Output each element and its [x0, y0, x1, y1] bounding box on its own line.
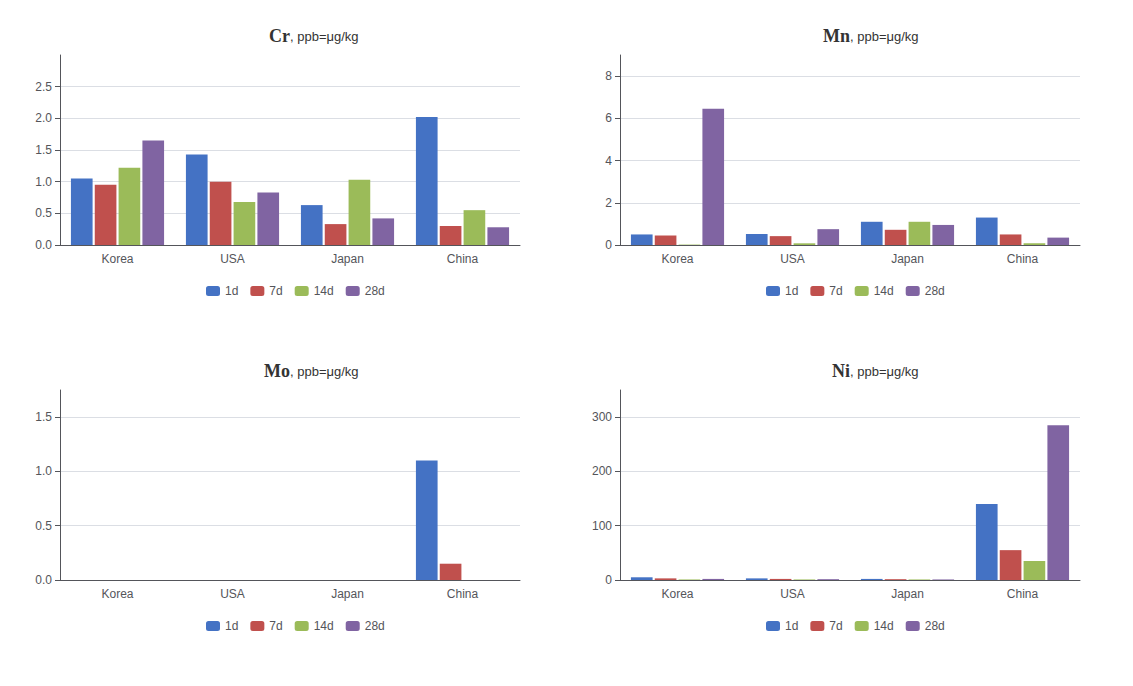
svg-text:14d: 14d [314, 284, 334, 298]
svg-text:USA: USA [780, 252, 805, 266]
svg-text:1d: 1d [785, 284, 798, 298]
svg-text:7d: 7d [829, 284, 842, 298]
svg-text:, ppb=μg/kg: , ppb=μg/kg [290, 29, 359, 44]
svg-text:Ni: Ni [832, 361, 850, 381]
svg-text:2.0: 2.0 [35, 111, 52, 125]
svg-text:USA: USA [780, 587, 805, 601]
svg-text:Japan: Japan [891, 252, 924, 266]
svg-text:1.0: 1.0 [35, 464, 52, 478]
svg-text:China: China [447, 587, 479, 601]
svg-text:1.0: 1.0 [35, 175, 52, 189]
svg-text:4: 4 [605, 154, 612, 168]
svg-text:China: China [447, 252, 479, 266]
svg-text:0.0: 0.0 [35, 573, 52, 587]
svg-text:Japan: Japan [331, 587, 364, 601]
svg-text:14d: 14d [874, 284, 894, 298]
svg-text:7d: 7d [829, 619, 842, 633]
svg-text:1.5: 1.5 [35, 143, 52, 157]
svg-text:Japan: Japan [891, 587, 924, 601]
svg-text:Cr: Cr [269, 26, 290, 46]
svg-text:6: 6 [605, 111, 612, 125]
svg-text:8: 8 [605, 69, 612, 83]
svg-text:Korea: Korea [661, 252, 693, 266]
svg-text:7d: 7d [269, 284, 282, 298]
svg-text:0.5: 0.5 [35, 519, 52, 533]
svg-text:USA: USA [220, 252, 245, 266]
svg-text:28d: 28d [925, 619, 945, 633]
svg-text:28d: 28d [365, 619, 385, 633]
svg-text:100: 100 [592, 519, 612, 533]
svg-text:7d: 7d [269, 619, 282, 633]
svg-text:Korea: Korea [661, 587, 693, 601]
svg-text:0: 0 [605, 238, 612, 252]
svg-text:1.5: 1.5 [35, 410, 52, 424]
svg-text:Korea: Korea [101, 587, 133, 601]
svg-text:0: 0 [605, 573, 612, 587]
svg-text:300: 300 [592, 410, 612, 424]
svg-text:1d: 1d [225, 619, 238, 633]
svg-text:Mo: Mo [264, 361, 290, 381]
svg-text:China: China [1007, 252, 1039, 266]
svg-text:28d: 28d [365, 284, 385, 298]
svg-text:USA: USA [220, 587, 245, 601]
svg-text:China: China [1007, 587, 1039, 601]
svg-text:, ppb=μg/kg: , ppb=μg/kg [850, 29, 919, 44]
svg-text:2.5: 2.5 [35, 80, 52, 94]
svg-text:Japan: Japan [331, 252, 364, 266]
svg-text:Mn: Mn [823, 26, 850, 46]
svg-text:0.5: 0.5 [35, 206, 52, 220]
svg-text:0.0: 0.0 [35, 238, 52, 252]
svg-text:1d: 1d [225, 284, 238, 298]
svg-text:1d: 1d [785, 619, 798, 633]
svg-text:14d: 14d [874, 619, 894, 633]
svg-text:2: 2 [605, 196, 612, 210]
svg-text:28d: 28d [925, 284, 945, 298]
svg-text:14d: 14d [314, 619, 334, 633]
svg-text:200: 200 [592, 464, 612, 478]
svg-text:, ppb=μg/kg: , ppb=μg/kg [290, 364, 359, 379]
svg-text:, ppb=μg/kg: , ppb=μg/kg [850, 364, 919, 379]
svg-text:Korea: Korea [101, 252, 133, 266]
